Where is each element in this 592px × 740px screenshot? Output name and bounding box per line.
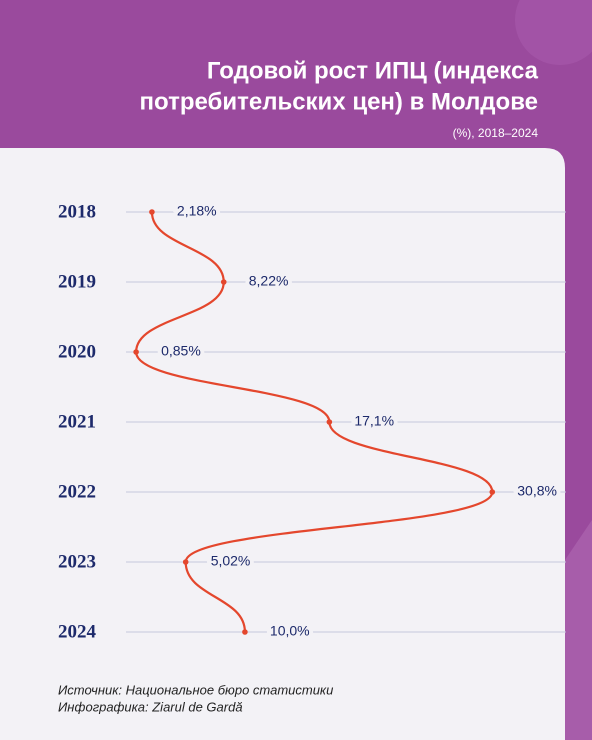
- data-point: [489, 489, 496, 495]
- data-line: [135, 211, 494, 633]
- data-label: 17,1%: [354, 413, 394, 429]
- data-label: 0,85%: [161, 343, 201, 359]
- data-label: 2,18%: [177, 203, 217, 219]
- data-point: [149, 209, 155, 215]
- y-tick-label: 2024: [58, 621, 97, 642]
- data-label: 30,8%: [517, 483, 557, 499]
- y-tick-label: 2020: [58, 341, 96, 362]
- data-point: [242, 629, 248, 635]
- subtitle: (%), 2018–2024: [453, 126, 539, 140]
- y-tick-label: 2019: [58, 271, 96, 292]
- data-label: 10,0%: [270, 623, 310, 639]
- y-tick-label: 2022: [58, 481, 96, 502]
- card: [0, 148, 565, 740]
- decoration: [565, 520, 592, 740]
- decoration: [515, 0, 592, 65]
- y-tick-label: 2018: [58, 201, 96, 222]
- y-tick-label: 2023: [58, 551, 96, 572]
- chart-title: Годовой рост ИПЦ (индекса: [207, 57, 539, 84]
- data-point: [220, 279, 227, 285]
- data-label: 5,02%: [211, 553, 251, 569]
- source: Источник: Национальное бюро статистики: [58, 682, 333, 697]
- data-label: 8,22%: [249, 273, 289, 289]
- data-point: [133, 349, 139, 355]
- data-point: [182, 559, 189, 565]
- credit: Инфографика: Ziarul de Gardă: [58, 699, 243, 714]
- y-tick-label: 2021: [58, 411, 96, 432]
- data-point: [326, 419, 333, 425]
- chart-title: потребительских цен) в Молдове: [140, 88, 538, 115]
